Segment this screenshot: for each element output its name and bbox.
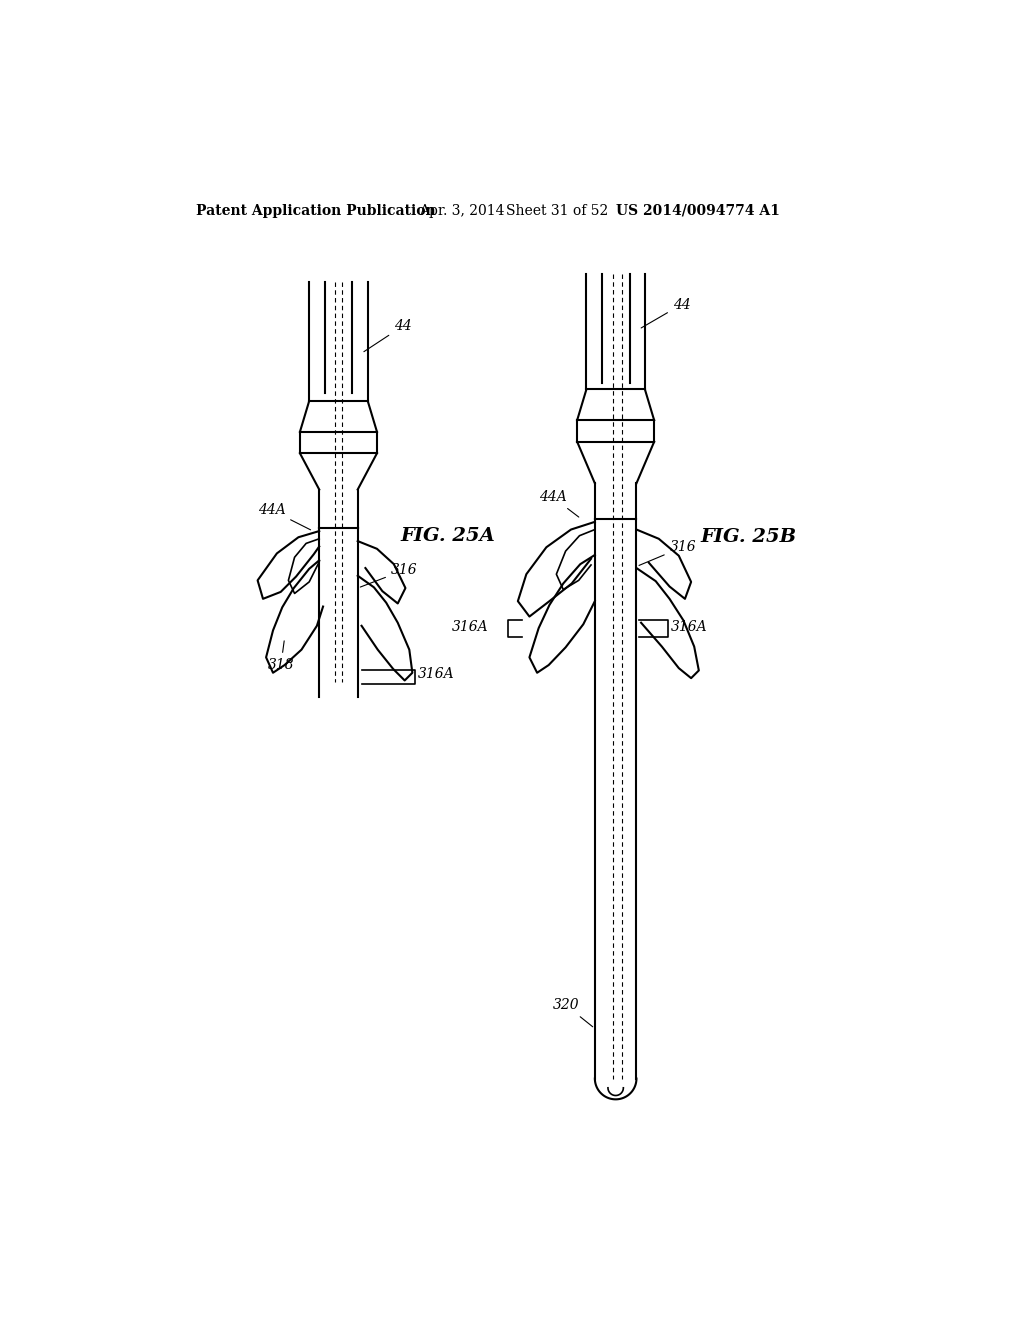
Text: 320: 320 bbox=[553, 998, 593, 1027]
Text: 44A: 44A bbox=[539, 490, 579, 517]
Text: 316A: 316A bbox=[671, 619, 708, 634]
Text: 44: 44 bbox=[641, 297, 690, 327]
Text: 316A: 316A bbox=[418, 668, 455, 681]
Text: 316: 316 bbox=[360, 564, 418, 587]
Text: US 2014/0094774 A1: US 2014/0094774 A1 bbox=[615, 203, 779, 218]
Text: Patent Application Publication: Patent Application Publication bbox=[196, 203, 435, 218]
Text: FIG. 25A: FIG. 25A bbox=[400, 527, 495, 545]
Text: Sheet 31 of 52: Sheet 31 of 52 bbox=[506, 203, 608, 218]
Text: 316A: 316A bbox=[452, 619, 488, 634]
Text: 316: 316 bbox=[639, 540, 696, 565]
Text: 44A: 44A bbox=[258, 503, 310, 529]
Text: 318: 318 bbox=[267, 642, 294, 672]
Text: Apr. 3, 2014: Apr. 3, 2014 bbox=[419, 203, 505, 218]
Text: FIG. 25B: FIG. 25B bbox=[700, 528, 797, 546]
Text: 44: 44 bbox=[364, 319, 412, 351]
